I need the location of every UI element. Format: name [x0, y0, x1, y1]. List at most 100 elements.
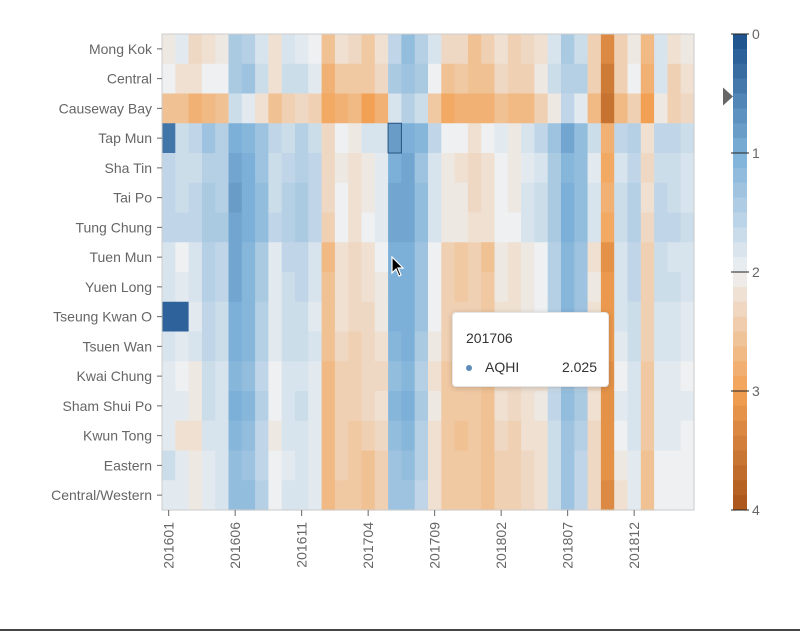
y-axis-label: Causeway Bay: [59, 100, 152, 116]
heatmap-cell: [441, 153, 456, 184]
heatmap-cell: [467, 212, 482, 243]
heatmap-cell: [680, 153, 695, 184]
colorbar-label: 3: [752, 383, 760, 399]
heatmap-cell: [640, 153, 655, 184]
heatmap-cell: [241, 361, 256, 392]
heatmap-cell: [680, 301, 695, 333]
heatmap-cell: [281, 34, 296, 65]
heatmap-cell: [374, 331, 389, 362]
heatmap-cell: [374, 212, 389, 243]
heatmap-cell: [640, 420, 655, 452]
heatmap-cell: [627, 301, 642, 333]
heatmap-cell: [507, 153, 522, 184]
heatmap-cell: [188, 123, 203, 154]
heatmap-cell: [561, 450, 575, 481]
colorbar-band: [733, 257, 747, 273]
heatmap-cell: [494, 242, 509, 273]
heatmap-cell: [162, 331, 176, 362]
x-axis-label: 201812: [626, 522, 642, 569]
heatmap-cell: [188, 272, 203, 303]
heatmap-cell: [215, 123, 230, 154]
heatmap-cell: [175, 182, 190, 214]
heatmap-cell: [654, 361, 668, 392]
highlighted-cell-outline: [387, 122, 402, 154]
heatmap-cell: [561, 123, 575, 154]
heatmap-cell: [401, 272, 416, 303]
heatmap-cell: [574, 242, 589, 273]
heatmap-cell: [374, 391, 389, 422]
heatmap-cell: [388, 361, 402, 392]
heatmap-cell: [521, 34, 535, 65]
heatmap-cell: [308, 331, 323, 362]
heatmap-cell: [587, 153, 602, 184]
heatmap-cell: [680, 123, 695, 154]
y-axis-label: Tseung Kwan O: [53, 309, 152, 325]
heatmap-cell: [374, 93, 389, 124]
heatmap-cell: [587, 34, 602, 65]
x-axis-label: 201606: [227, 522, 243, 569]
colorbar-band: [733, 34, 747, 50]
heatmap-cell: [640, 242, 655, 273]
heatmap-cell: [587, 391, 602, 422]
heatmap-cell: [481, 212, 496, 243]
heatmap-cell: [627, 93, 642, 124]
heatmap-cell: [547, 123, 562, 154]
heatmap-cell: [215, 480, 230, 511]
heatmap-cell: [374, 63, 389, 95]
heatmap-cell: [587, 63, 602, 95]
heatmap-cell: [388, 301, 402, 333]
heatmap-cell: [281, 93, 296, 124]
heatmap-cell: [441, 420, 456, 452]
heatmap-cell: [241, 301, 256, 333]
heatmap-cell: [481, 480, 496, 511]
heatmap-cell: [654, 391, 668, 422]
heatmap-cell: [361, 480, 376, 511]
heatmap-cell: [680, 391, 695, 422]
colorbar-band: [733, 272, 747, 288]
heatmap-cell: [255, 242, 269, 273]
heatmap-cell: [215, 242, 230, 273]
heatmap-cell: [574, 182, 589, 214]
heatmap-cell: [454, 153, 469, 184]
heatmap-cell: [228, 123, 243, 154]
heatmap-cell: [268, 450, 283, 481]
heatmap-cell: [454, 242, 469, 273]
heatmap-cell: [228, 242, 243, 273]
heatmap-cell: [241, 153, 256, 184]
heatmap-cell: [428, 153, 442, 184]
heatmap-cell: [534, 480, 549, 511]
heatmap-cell: [507, 212, 522, 243]
heatmap-cell: [281, 361, 296, 392]
heatmap-cell: [587, 272, 602, 303]
heatmap-cell: [534, 123, 549, 154]
y-axis-label: Tsuen Wan: [82, 338, 152, 354]
heatmap-cell: [241, 34, 256, 65]
heatmap-cell: [201, 63, 216, 95]
heatmap-cell: [428, 420, 442, 452]
heatmap-cell: [667, 272, 682, 303]
heatmap-cell: [401, 212, 416, 243]
heatmap-cell: [374, 301, 389, 333]
heatmap-cell: [388, 123, 402, 154]
heatmap-cell: [587, 212, 602, 243]
heatmap-cell: [587, 450, 602, 481]
heatmap-cell: [654, 93, 668, 124]
heatmap-cell: [614, 93, 629, 124]
heatmap-cell: [175, 450, 190, 481]
heatmap-cell: [667, 361, 682, 392]
heatmap-cell: [268, 420, 283, 452]
heatmap-cell: [494, 212, 509, 243]
heatmap-cell: [627, 480, 642, 511]
heatmap-cell: [600, 93, 615, 124]
colorbar-band: [733, 346, 747, 362]
heatmap-cell: [547, 272, 562, 303]
heatmap-cell: [614, 212, 629, 243]
heatmap-cell: [494, 153, 509, 184]
heatmap-cell: [281, 331, 296, 362]
heatmap-cell: [680, 182, 695, 214]
heatmap-cell: [281, 242, 296, 273]
heatmap-cell: [188, 63, 203, 95]
heatmap-cell: [640, 391, 655, 422]
heatmap-cell: [374, 420, 389, 452]
heatmap-cell: [162, 301, 176, 333]
